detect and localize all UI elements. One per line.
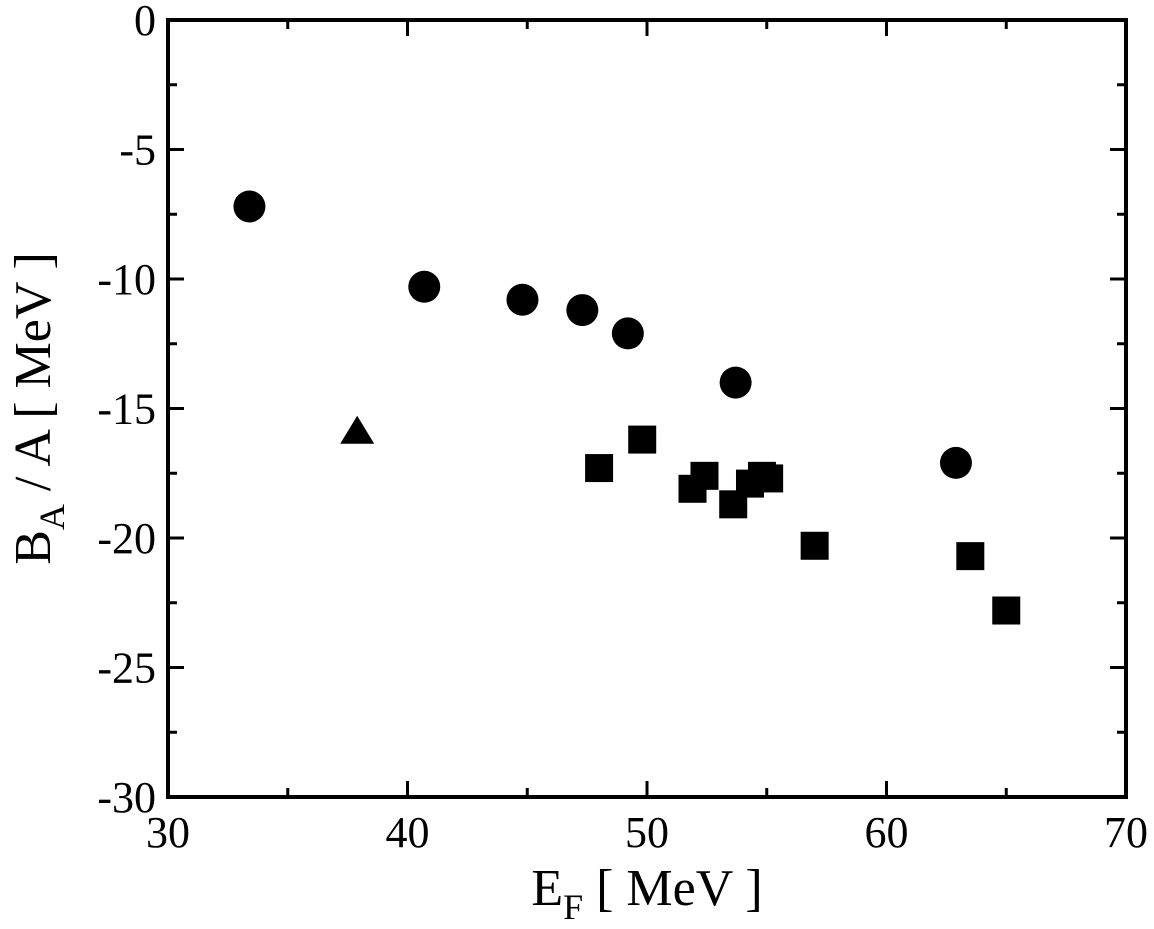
x-axis-label-rest: [ MeV ] [583, 860, 763, 917]
data-point-square [992, 596, 1021, 625]
axis-ticks [166, 18, 1128, 799]
data-point-circle [939, 446, 972, 479]
x-tick-label: 60 [865, 808, 909, 857]
x-tick-label: 50 [625, 808, 669, 857]
data-point-square [755, 464, 784, 493]
data-point-square [800, 531, 829, 560]
x-axis-label-sub: F [563, 887, 583, 927]
data-point-circle [719, 366, 752, 399]
data-point-circle [566, 294, 599, 327]
x-tick-label: 30 [146, 808, 190, 857]
y-axis-label-sub: A [32, 504, 72, 530]
data-point-triangle [340, 415, 375, 444]
x-tick-label: 40 [386, 808, 430, 857]
data-point-square [628, 425, 657, 454]
y-axis-label: BA / A [ MeV ] [5, 252, 72, 565]
x-tick-label: 70 [1104, 808, 1148, 857]
data-point-square [585, 454, 614, 483]
y-tick-label: -25 [97, 644, 156, 693]
data-point-square [690, 461, 719, 490]
data-markers [233, 190, 1021, 625]
plot-frame [166, 18, 1128, 799]
axis-tick-labels: 30 40 50 60 70 0 -5 -10 -15 -20 -25 -30 [97, 0, 1148, 857]
y-axis-label-rest: / A [ MeV ] [5, 252, 62, 504]
x-axis-label-main: E [531, 860, 563, 917]
data-point-circle [233, 190, 266, 223]
data-point-circle [506, 283, 539, 316]
data-point-square [956, 542, 985, 571]
y-tick-label: -20 [97, 514, 156, 563]
y-axis-label-main: B [5, 530, 62, 565]
x-axis-label: EF [ MeV ] [531, 860, 762, 927]
y-tick-label: -30 [97, 773, 156, 822]
y-tick-label: -10 [97, 255, 156, 304]
y-tick-label: 0 [134, 0, 156, 45]
y-tick-label: -5 [119, 126, 156, 175]
data-point-circle [408, 270, 441, 303]
y-tick-label: -15 [97, 385, 156, 434]
data-point-circle [611, 317, 644, 350]
